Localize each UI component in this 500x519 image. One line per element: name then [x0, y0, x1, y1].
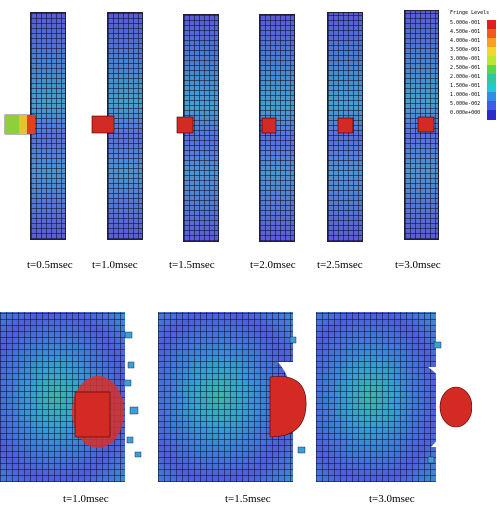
legend-swatch — [487, 29, 496, 39]
time-label-0: t=0.5msec — [27, 259, 73, 271]
legend-swatch — [487, 74, 496, 84]
time-label-3: t=2.0msec — [250, 259, 296, 271]
legend-value: 1.000e-001 — [450, 92, 481, 98]
closeup-label-0: t=1.0msec — [63, 493, 109, 505]
closeup-label-2: t=3.0msec — [369, 493, 415, 505]
time-label-1: t=1.0msec — [92, 259, 138, 271]
legend-value: 3.500e-001 — [450, 47, 481, 53]
legend-title: Fringe Levels — [450, 10, 490, 16]
legend-value: 5.000e-002 — [450, 101, 481, 107]
legend-swatch — [487, 20, 496, 30]
projectile-2 — [176, 116, 194, 134]
legend-value: 0.000e+000 — [450, 110, 481, 116]
legend-swatch — [487, 83, 496, 93]
legend-swatch — [487, 92, 496, 102]
legend-value: 4.000e-001 — [450, 38, 481, 44]
legend-value: 2.000e-001 — [450, 74, 481, 80]
time-label-4: t=2.5msec — [317, 259, 363, 271]
projectile-overlay — [4, 114, 435, 135]
legend-value: 2.500e-001 — [450, 65, 481, 71]
legend-value: 4.500e-001 — [450, 29, 481, 35]
legend-swatch — [487, 56, 496, 66]
legend-value: 1.500e-001 — [450, 83, 481, 89]
closeup-label-1: t=1.5msec — [225, 493, 271, 505]
legend-value: 3.000e-001 — [450, 56, 481, 62]
projectile-4 — [337, 117, 354, 134]
time-label-5: t=3.0msec — [395, 259, 441, 271]
time-label-2: t=1.5msec — [169, 259, 215, 271]
legend-swatch — [487, 101, 496, 111]
projectile-1 — [91, 115, 115, 134]
closeup-panel-1 — [158, 312, 314, 482]
legend-swatch — [487, 47, 496, 57]
projectile-0 — [4, 114, 36, 135]
projectile-5 — [417, 116, 435, 133]
legend-swatch — [487, 110, 496, 120]
legend-value: 5.000e-001 — [450, 20, 481, 26]
legend-swatch — [487, 65, 496, 75]
closeup-panel-2 — [316, 312, 472, 482]
closeup-panel-0 — [0, 312, 156, 482]
projectile-3 — [261, 117, 277, 134]
legend-swatch — [487, 38, 496, 48]
